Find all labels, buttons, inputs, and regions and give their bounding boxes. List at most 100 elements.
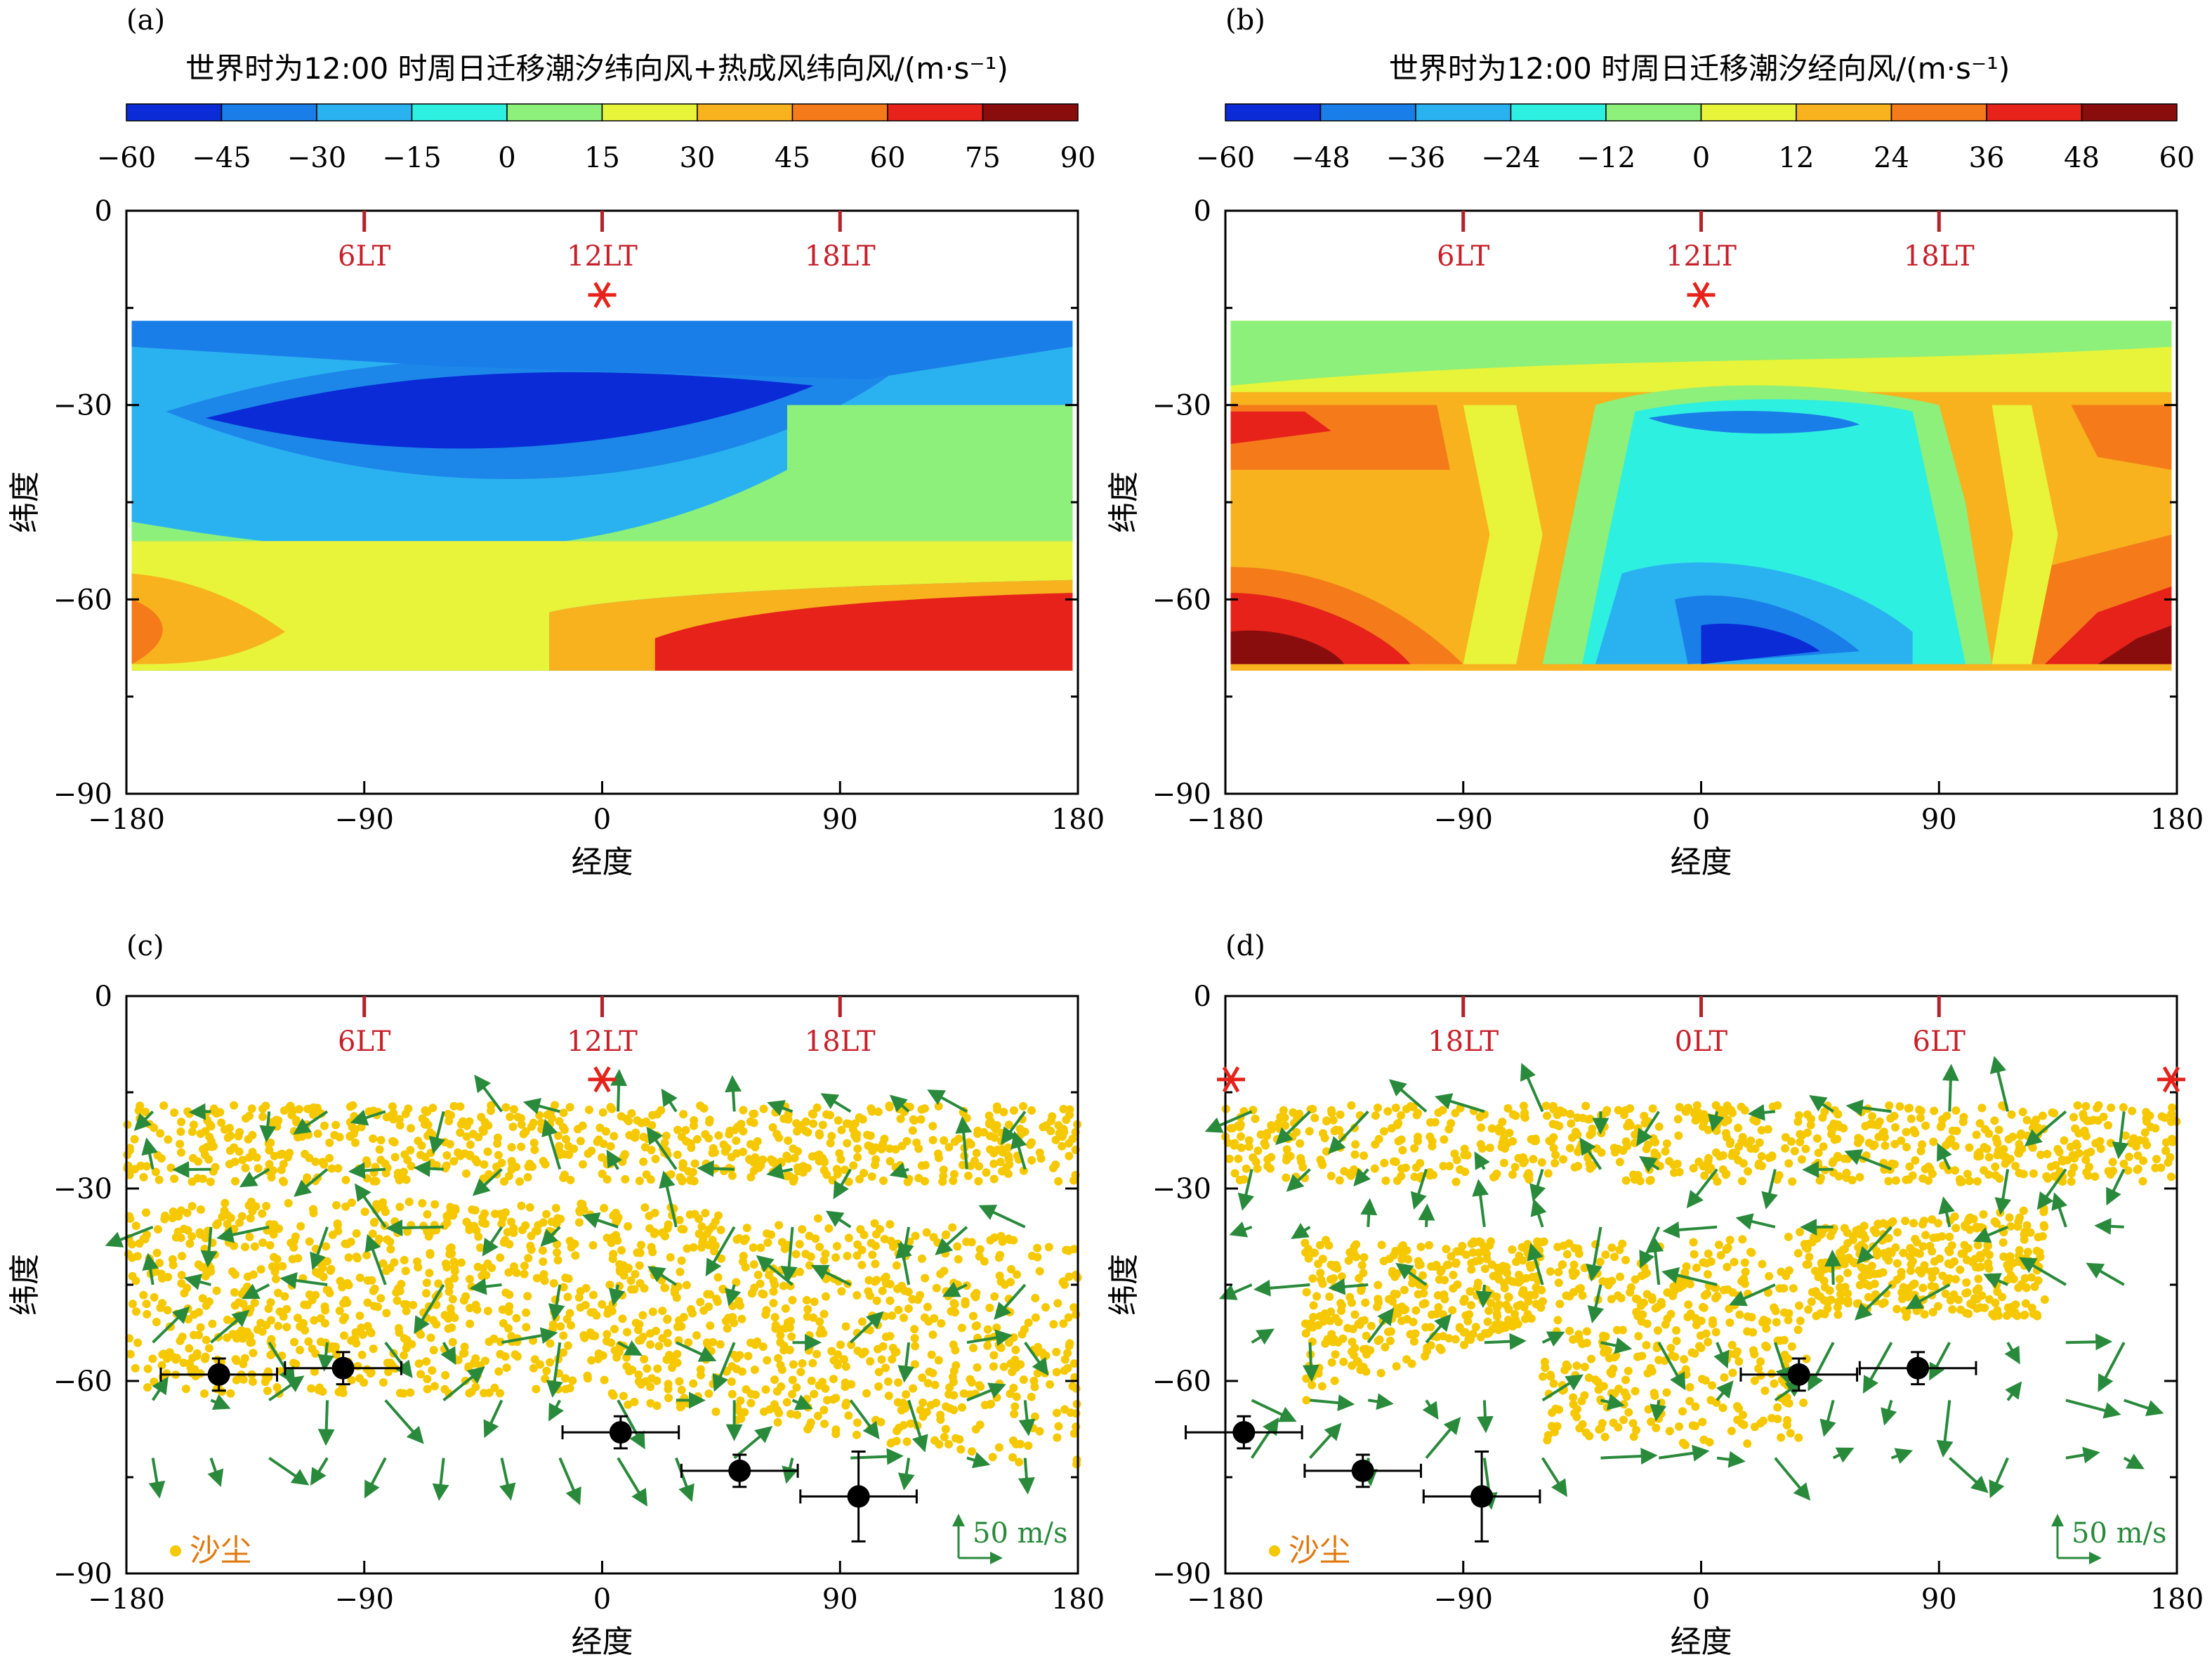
dust-point (1902, 1143, 1911, 1152)
dust-point (1951, 1106, 1961, 1115)
dust-point (1956, 1305, 1966, 1314)
dust-point (633, 1116, 642, 1125)
wind-arrow (849, 1311, 884, 1344)
dust-point (2015, 1213, 2025, 1222)
dust-point (2124, 1166, 2133, 1175)
dust-point (1646, 1363, 1655, 1373)
dust-point (245, 1232, 254, 1241)
wind-arrow (317, 1400, 335, 1446)
dust-point (449, 1101, 459, 1111)
colorbar-tick-label: −15 (382, 142, 441, 174)
dust-point (1396, 1111, 1405, 1120)
wind-arrow (2086, 1262, 2125, 1286)
dust-point (247, 1338, 256, 1347)
y-tick-label: −90 (1152, 778, 1211, 811)
dust-point (530, 1355, 539, 1364)
dust-point (678, 1177, 687, 1186)
dust-point (873, 1321, 882, 1330)
dust-point (476, 1361, 485, 1370)
x-tick-label: 180 (1051, 804, 1105, 836)
dust-point (1638, 1351, 1647, 1361)
dust-point (1520, 1157, 1529, 1166)
dust-point (198, 1294, 207, 1303)
observation-point (207, 1363, 230, 1386)
dust-point (646, 1382, 655, 1392)
wind-arrow (2094, 1217, 2124, 1235)
contour-band (2098, 625, 2172, 664)
dust-point (624, 1222, 633, 1231)
wind-arrow (895, 1240, 912, 1285)
dust-point (131, 1222, 140, 1231)
dust-point (551, 1203, 560, 1212)
dust-point (1683, 1104, 1692, 1113)
dust-point (1547, 1137, 1556, 1146)
dust-point (917, 1254, 926, 1263)
dust-point (1326, 1260, 1336, 1269)
dust-point (1015, 1458, 1024, 1467)
dust-point (2073, 1101, 2082, 1110)
dust-point (279, 1177, 289, 1186)
dust-point (996, 1231, 1006, 1240)
dust-point (1439, 1162, 1448, 1171)
dust-point (202, 1335, 211, 1344)
dust-point (821, 1384, 830, 1393)
dust-point (940, 1266, 949, 1276)
dust-point (1755, 1138, 1764, 1147)
dust-point (442, 1151, 452, 1160)
dust-point (676, 1267, 685, 1276)
wind-arrow (310, 1457, 329, 1486)
dust-point (638, 1333, 647, 1342)
dust-point (1933, 1302, 1942, 1311)
dust-point (576, 1303, 585, 1312)
wind-arrow (1929, 1342, 1951, 1381)
dust-point (1374, 1281, 1383, 1290)
dust-point (973, 1126, 982, 1135)
dust-point (1559, 1155, 1568, 1164)
dust-point (1852, 1299, 1862, 1308)
dust-point (273, 1288, 282, 1297)
dust-point (917, 1105, 926, 1114)
dust-point (538, 1246, 547, 1255)
contour-band (1230, 630, 1345, 664)
dust-point (985, 1118, 994, 1127)
dust-point (362, 1174, 371, 1183)
dust-point (1797, 1155, 1806, 1164)
dust-point (1385, 1255, 1394, 1264)
dust-point (1682, 1262, 1691, 1271)
dust-point (1452, 1247, 1461, 1256)
dust-point (1064, 1313, 1073, 1322)
dust-point (808, 1359, 817, 1368)
dust-point (821, 1249, 830, 1258)
sun-ray (1692, 282, 1710, 308)
dust-point (249, 1270, 258, 1279)
dust-point (502, 1363, 511, 1373)
dust-point (1773, 1415, 1782, 1424)
dust-point (1554, 1278, 1563, 1288)
dust-point (1397, 1164, 1407, 1173)
dust-point (1520, 1108, 1529, 1118)
dust-point (305, 1290, 314, 1299)
dust-point (618, 1314, 627, 1323)
dust-point (1305, 1127, 1314, 1136)
dust-point (1035, 1148, 1044, 1157)
dust-point (515, 1177, 524, 1186)
dust-point (1600, 1432, 1609, 1441)
dust-point (310, 1367, 319, 1376)
dust-point (737, 1314, 746, 1323)
dust-point (1532, 1299, 1541, 1309)
dust-point (996, 1343, 1006, 1352)
dust-point (230, 1288, 239, 1297)
wind-arrow (1253, 1279, 1310, 1297)
dust-point (261, 1377, 270, 1387)
dust-point (951, 1308, 960, 1317)
dust-point (857, 1260, 867, 1269)
dust-point (1794, 1433, 1803, 1442)
dust-point (1651, 1138, 1660, 1147)
dust-point (540, 1276, 549, 1285)
dust-point (348, 1101, 357, 1110)
contour-band (654, 593, 1073, 671)
dust-point (485, 1170, 494, 1179)
dust-point (291, 1359, 301, 1368)
dust-point (949, 1176, 958, 1185)
dust-point (867, 1104, 876, 1113)
